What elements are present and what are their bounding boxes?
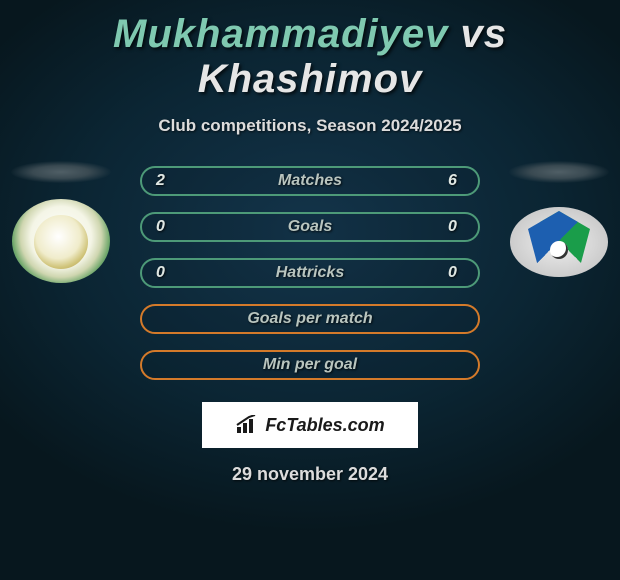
stat-label: Min per goal xyxy=(172,356,448,374)
stat-label: Goals per match xyxy=(172,310,448,328)
stat-pill-list: 2 Matches 6 0 Goals 0 0 Hattricks 0 Goal… xyxy=(140,166,480,380)
stat-row-min-per-goal: Min per goal xyxy=(140,350,480,380)
ellipse-shadow-icon xyxy=(509,161,609,183)
stat-label: Matches xyxy=(172,172,448,190)
stat-right-value: 6 xyxy=(448,172,464,190)
club-logo-nasaf xyxy=(12,199,110,283)
watermark: FcTables.com xyxy=(202,402,418,448)
stats-section: 2 Matches 6 0 Goals 0 0 Hattricks 0 Goal… xyxy=(0,166,620,380)
left-club-column xyxy=(6,161,116,283)
player1-name: Mukhammadiyev xyxy=(113,12,448,56)
vs-label: vs xyxy=(460,12,507,56)
ellipse-shadow-icon xyxy=(11,161,111,183)
date-label: 29 november 2024 xyxy=(0,464,620,485)
stat-left-value: 2 xyxy=(156,172,172,190)
stat-row-goals: 0 Goals 0 xyxy=(140,212,480,242)
stat-right-value: 0 xyxy=(448,264,464,282)
stat-left-value: 0 xyxy=(156,264,172,282)
stat-right-value: 0 xyxy=(448,218,464,236)
player2-name: Khashimov xyxy=(198,57,423,101)
stat-row-hattricks: 0 Hattricks 0 xyxy=(140,258,480,288)
stat-row-matches: 2 Matches 6 xyxy=(140,166,480,196)
subtitle: Club competitions, Season 2024/2025 xyxy=(0,116,620,136)
title: Mukhammadiyev vs Khashimov xyxy=(0,0,620,102)
stat-row-goals-per-match: Goals per match xyxy=(140,304,480,334)
watermark-text: FcTables.com xyxy=(265,415,384,436)
stat-label: Goals xyxy=(172,218,448,236)
right-club-column xyxy=(504,161,614,277)
stat-label: Hattricks xyxy=(172,264,448,282)
comparison-card: Mukhammadiyev vs Khashimov Club competit… xyxy=(0,0,620,580)
bar-chart-icon xyxy=(235,415,259,435)
club-logo-shield xyxy=(510,207,608,277)
stat-left-value: 0 xyxy=(156,218,172,236)
